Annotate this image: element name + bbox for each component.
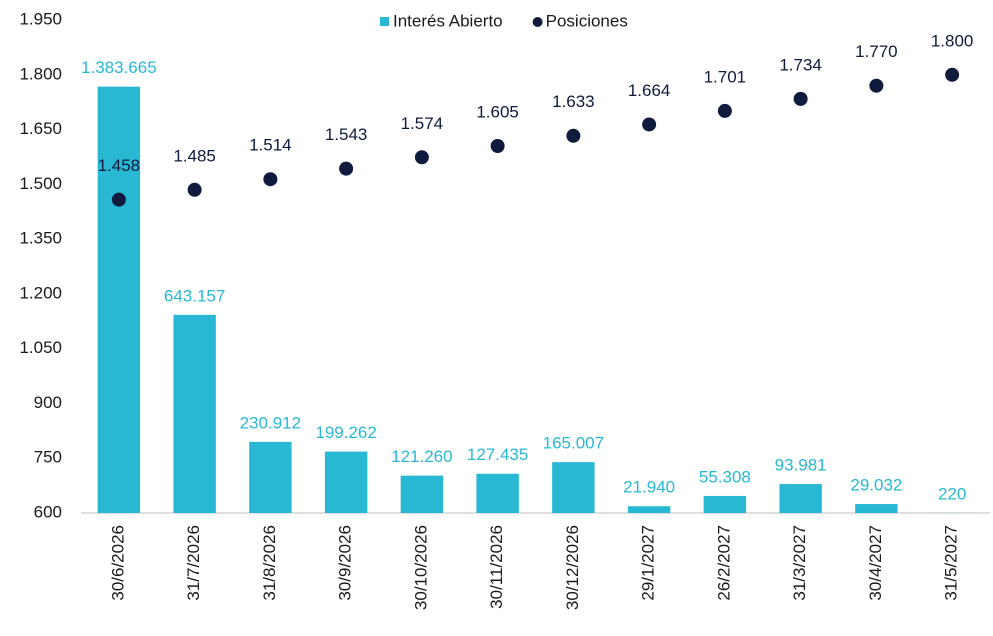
bar: [703, 495, 747, 513]
x-tick-label: 31/3/2027: [790, 525, 809, 601]
dot-label: 1.664: [628, 81, 671, 100]
y-tick-label: 600: [34, 502, 62, 521]
dot-label: 1.734: [779, 55, 822, 74]
bar-label: 220: [938, 484, 966, 503]
y-tick-label: 750: [34, 448, 62, 467]
bar-label: 199.262: [315, 423, 376, 442]
x-tick-label: 29/1/2027: [639, 525, 658, 601]
bar: [855, 504, 898, 513]
legend-swatch: [380, 17, 389, 26]
y-tick-label: 1.200: [19, 283, 62, 302]
legend-swatch: [532, 17, 543, 27]
dot: [642, 117, 657, 132]
dot-label: 1.485: [173, 146, 216, 165]
legend-label: Interés Abierto: [393, 11, 503, 30]
bar: [627, 506, 671, 513]
x-tick-label: 30/6/2026: [108, 525, 127, 601]
y-tick-label: 1.350: [19, 229, 62, 248]
bar: [779, 484, 822, 513]
dot-label: 1.800: [931, 31, 974, 50]
bar-label: 165.007: [543, 434, 604, 453]
x-tick-label: 30/11/2026: [487, 525, 506, 609]
x-tick-label: 30/9/2026: [336, 525, 355, 601]
x-tick-label: 30/10/2026: [411, 525, 430, 610]
dot-label: 1.605: [476, 102, 519, 121]
dot-label: 1.633: [552, 92, 595, 111]
bar-label: 1.383.665: [81, 58, 157, 77]
y-tick-label: 1.650: [19, 119, 62, 138]
dot: [490, 138, 505, 153]
y-tick-label: 1.050: [19, 338, 62, 357]
bar: [324, 451, 368, 513]
dot-label: 1.574: [401, 114, 444, 133]
legend-label: Posiciones: [546, 11, 628, 30]
x-tick-label: 31/7/2026: [184, 525, 203, 601]
x-tick-label: 31/5/2027: [942, 525, 961, 601]
dot: [793, 91, 808, 106]
bar: [97, 86, 141, 514]
x-tick-label: 31/8/2026: [260, 525, 279, 601]
bar: [552, 462, 595, 513]
bar-label: 21.940: [623, 478, 675, 497]
dot-label: 1.701: [704, 67, 747, 86]
dot-label: 1.543: [325, 125, 368, 144]
dot: [414, 150, 429, 165]
bar-label: 93.981: [775, 456, 827, 475]
y-tick-label: 1.950: [19, 9, 62, 28]
bar-label: 29.032: [850, 476, 902, 495]
bar-label: 127.435: [467, 445, 528, 464]
dot: [869, 78, 884, 93]
bar: [476, 473, 519, 513]
dot: [945, 67, 960, 82]
dot-label: 1.770: [855, 42, 898, 61]
y-tick-label: 900: [34, 393, 62, 412]
dot-label: 1.514: [249, 136, 292, 155]
y-tick-label: 1.500: [19, 174, 62, 193]
bar: [400, 475, 444, 513]
bar-label: 230.912: [240, 413, 301, 432]
x-tick-label: 30/4/2027: [866, 525, 885, 601]
x-tick-label: 26/2/2027: [714, 525, 733, 601]
dot: [187, 182, 202, 197]
bar-label: 55.308: [699, 467, 751, 486]
dot: [111, 192, 126, 207]
x-tick-label: 30/12/2026: [563, 525, 582, 610]
bar: [249, 441, 292, 513]
bar: [173, 314, 216, 513]
dot: [263, 172, 278, 187]
bar-label: 121.260: [391, 447, 452, 466]
dot-label: 1.458: [98, 156, 141, 175]
y-tick-label: 1.800: [19, 64, 62, 83]
bar-label: 643.157: [164, 286, 225, 305]
dot: [566, 128, 581, 143]
dot: [339, 161, 354, 176]
dot: [717, 103, 732, 118]
